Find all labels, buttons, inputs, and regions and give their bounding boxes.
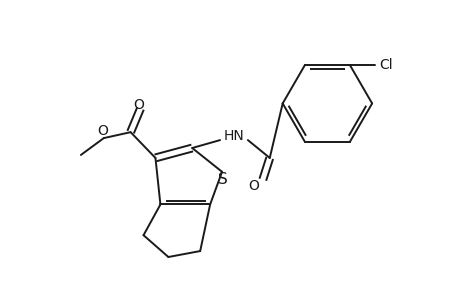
Text: O: O xyxy=(133,98,144,112)
Text: O: O xyxy=(248,179,259,193)
Text: Cl: Cl xyxy=(379,58,392,72)
Text: S: S xyxy=(218,172,227,187)
Text: O: O xyxy=(97,124,108,138)
Text: HN: HN xyxy=(223,129,244,143)
